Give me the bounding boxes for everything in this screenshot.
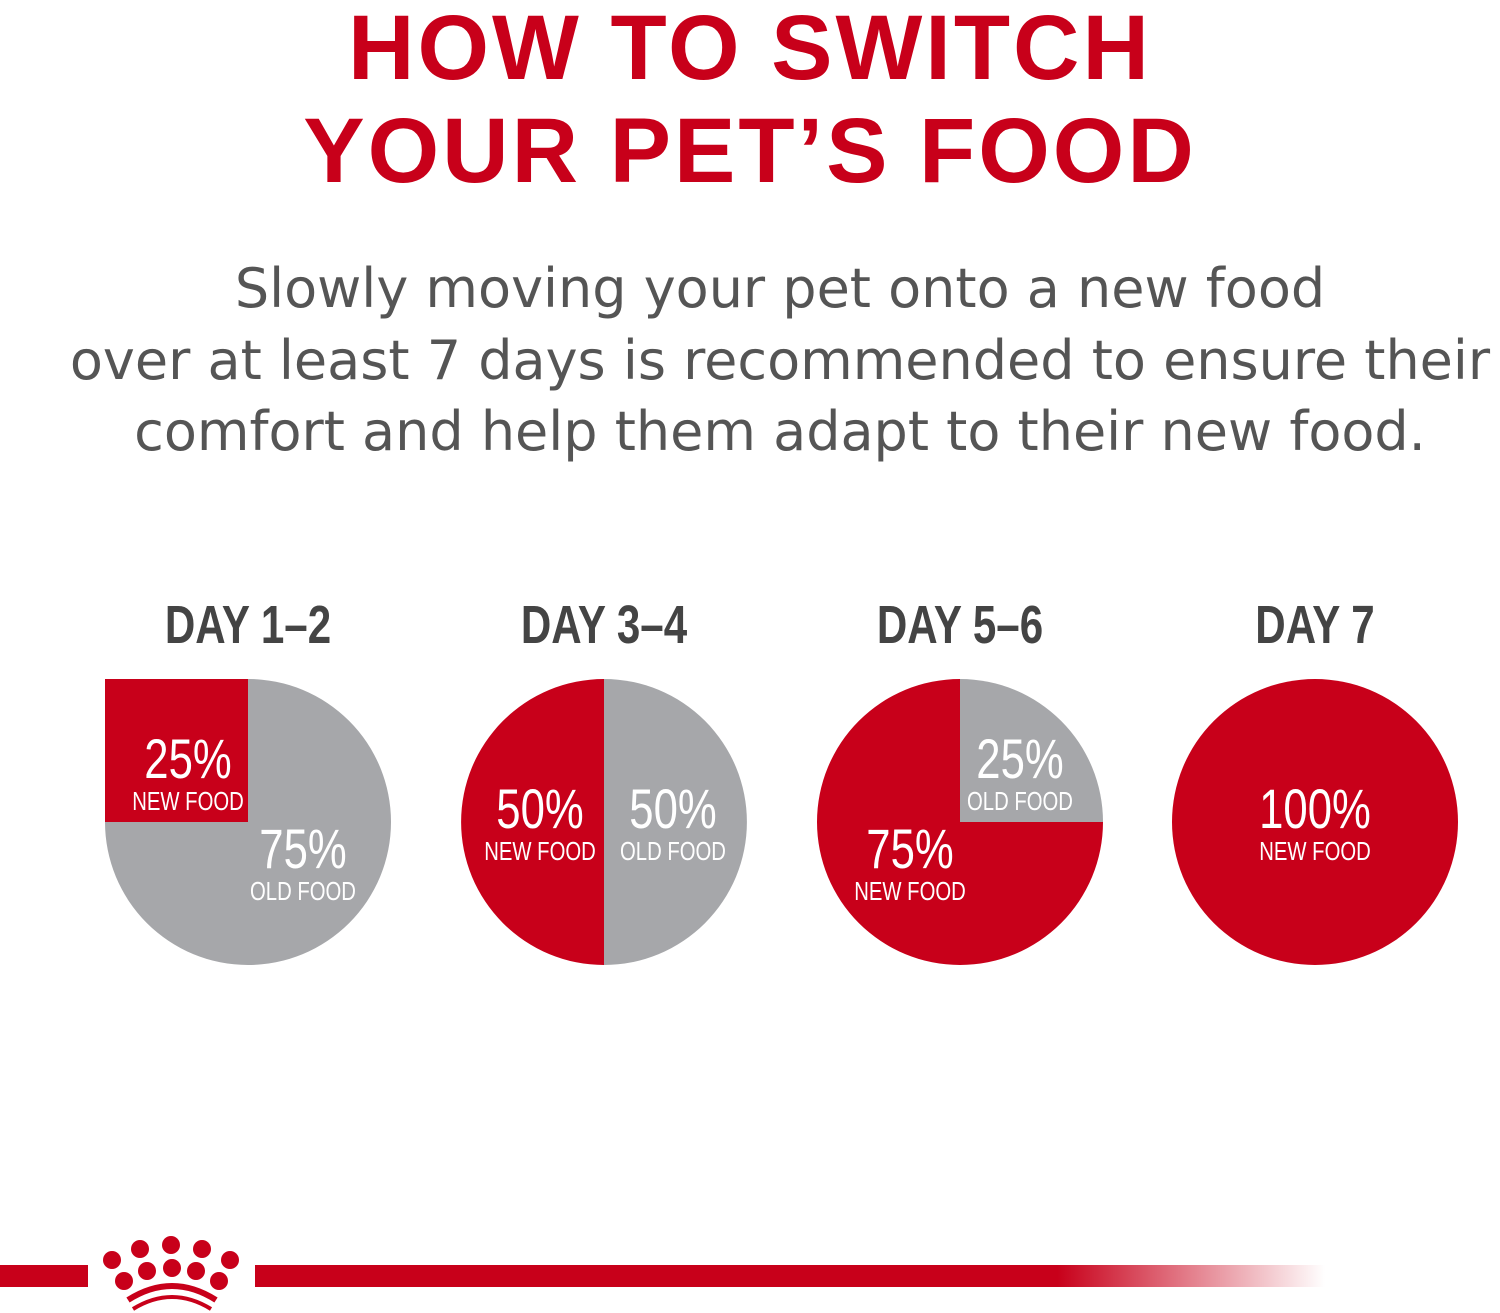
pie-slice-label: NEW FOOD: [132, 786, 244, 816]
pie-slice-label: OLD FOOD: [967, 786, 1073, 816]
pie-slice-label-group: 75% NEW FOOD: [832, 817, 988, 906]
pie-slice-label-group: 50% NEW FOOD: [462, 777, 618, 866]
pie-percent-label: 100%: [1259, 777, 1371, 840]
pie-percent-label: 50%: [629, 777, 717, 840]
pie-slice-3-old-food: [960, 679, 1103, 822]
day-label-2: DAY 3–4: [520, 595, 688, 655]
title-line-2: YOUR PET’S FOOD: [303, 100, 1197, 202]
pie-slice-label: NEW FOOD: [1259, 836, 1371, 866]
pie-slice-2-new-food: [461, 679, 604, 965]
pie-slice-1-old-food: [105, 679, 391, 965]
pie-slice-label-group: 25% NEW FOOD: [110, 727, 266, 816]
pie-slice-label-group: 50% OLD FOOD: [595, 777, 751, 866]
subtitle-line-3: comfort and help them adapt to their new…: [134, 400, 1426, 463]
day-label-3: DAY 5–6: [876, 595, 1044, 655]
subtitle-line-1: Slowly moving your pet onto a new food: [234, 257, 1326, 320]
pie-percent-label: 50%: [496, 777, 584, 840]
pie-slice-2-old-food: [604, 679, 747, 965]
pie-slice-label-group: 75% OLD FOOD: [225, 817, 381, 906]
pie-percent-label: 25%: [144, 727, 232, 790]
pie-slice-4-new-food: [1172, 679, 1458, 965]
pie-slice-label: NEW FOOD: [484, 836, 596, 866]
pie-slice-label-group: 100% NEW FOOD: [1237, 777, 1393, 866]
pie-slice-label: OLD FOOD: [250, 876, 356, 906]
pie-slice-1-new-food: [105, 679, 248, 822]
pie-slice-label-group: 25% OLD FOOD: [942, 727, 1098, 816]
day-label-4: DAY 7: [1255, 595, 1375, 655]
pie-slice-label: NEW FOOD: [854, 876, 966, 906]
day-label-1: DAY 1–2: [164, 595, 332, 655]
title-line-1: HOW TO SWITCH: [348, 0, 1152, 99]
pie-percent-label: 25%: [976, 727, 1064, 790]
pie-slice-label: OLD FOOD: [620, 836, 726, 866]
subtitle-line-2: over at least 7 days is recommended to e…: [69, 329, 1491, 392]
pie-percent-label: 75%: [259, 817, 347, 880]
pie-percent-label: 75%: [866, 817, 954, 880]
